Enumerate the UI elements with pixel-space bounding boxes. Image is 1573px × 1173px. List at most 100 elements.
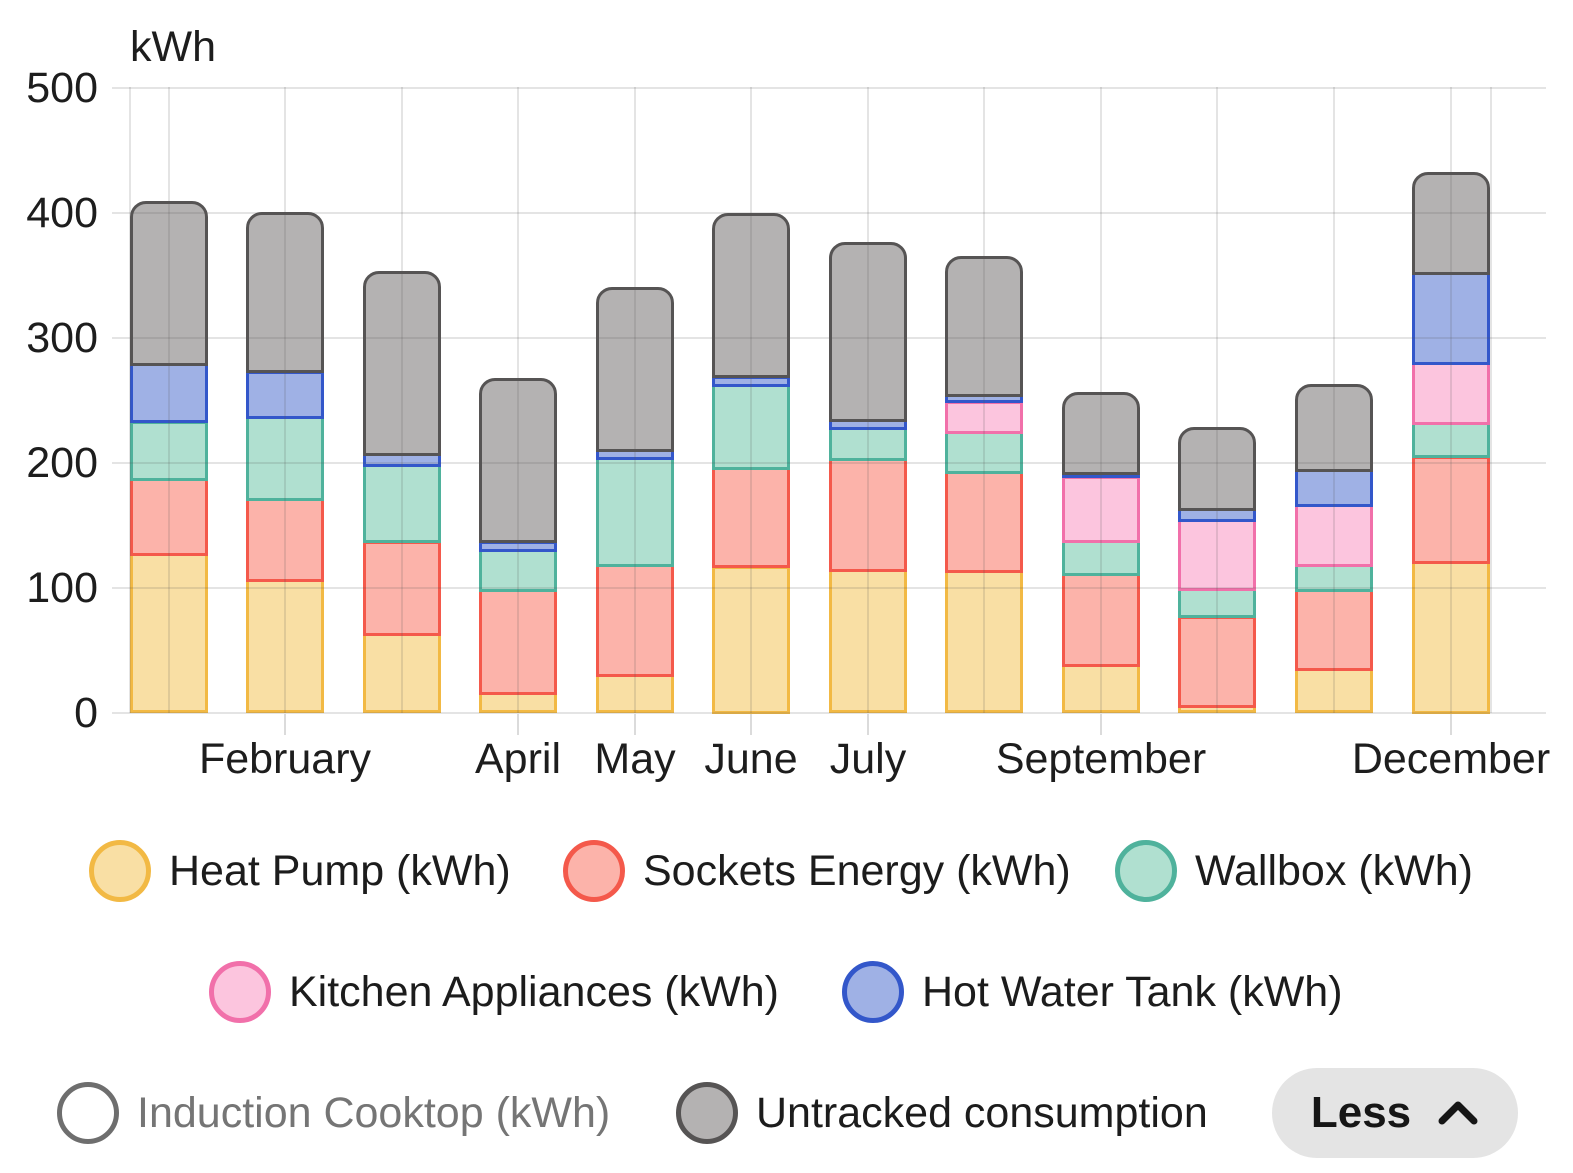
bar-november-heat_pump[interactable]	[1295, 668, 1373, 713]
legend-label: Hot Water Tank (kWh)	[922, 968, 1343, 1016]
bar-october-untracked[interactable]	[1178, 427, 1256, 511]
bar-november-hot_water[interactable]	[1295, 469, 1373, 507]
legend-item-untracked[interactable]: Untracked consumption	[676, 1082, 1208, 1144]
y-axis-tick-label-400: 400	[26, 189, 98, 237]
bar-november-wallbox[interactable]	[1295, 564, 1373, 592]
legend-row-1: Heat Pump (kWh) Sockets Energy (kWh) Wallb…	[0, 840, 1573, 902]
bar-june-untracked[interactable]	[712, 213, 790, 378]
x-axis-tick-february	[284, 714, 286, 735]
bar-may-sockets[interactable]	[596, 564, 674, 677]
bar-june-wallbox[interactable]	[712, 383, 790, 470]
bar-december-kitchen[interactable]	[1412, 362, 1490, 425]
bar-april-sockets[interactable]	[479, 589, 557, 695]
legend-label: Induction Cooktop (kWh)	[137, 1089, 611, 1137]
legend-label: Untracked consumption	[756, 1089, 1208, 1137]
gridline-y-400	[112, 212, 1546, 214]
y-axis-tick-label-200: 200	[26, 439, 98, 487]
bar-july-sockets[interactable]	[829, 458, 907, 572]
x-axis-tick-june	[750, 714, 752, 735]
bar-december-untracked[interactable]	[1412, 172, 1490, 275]
legend-item-kitchen[interactable]: Kitchen Appliances (kWh)	[209, 961, 779, 1023]
bar-april-wallbox[interactable]	[479, 548, 557, 592]
bar-may-heat_pump[interactable]	[596, 674, 674, 713]
legend-collapse-label: Less	[1310, 1088, 1412, 1137]
bar-march-heat_pump[interactable]	[363, 632, 441, 713]
bar-november-kitchen[interactable]	[1295, 504, 1373, 567]
legend-label: Sockets Energy (kWh)	[643, 847, 1071, 895]
bar-july-wallbox[interactable]	[829, 427, 907, 461]
bar-october-wallbox[interactable]	[1178, 588, 1256, 618]
bar-january-wallbox[interactable]	[130, 421, 208, 481]
legend-item-induction[interactable]: Induction Cooktop (kWh)	[57, 1082, 610, 1144]
x-axis-label-december: December	[1351, 735, 1551, 783]
heat-pump-swatch-icon	[89, 840, 151, 902]
bar-september-kitchen[interactable]	[1062, 476, 1140, 543]
chevron-up-icon	[1438, 1101, 1478, 1125]
x-axis-tick-september	[1100, 714, 1102, 735]
bar-august-sockets[interactable]	[945, 471, 1023, 573]
bar-november-sockets[interactable]	[1295, 589, 1373, 671]
bar-april-untracked[interactable]	[479, 378, 557, 543]
bar-october-kitchen[interactable]	[1178, 519, 1256, 591]
x-axis-label-june: June	[704, 735, 798, 783]
bar-december-hot_water[interactable]	[1412, 272, 1490, 365]
y-axis-unit-label: kWh	[130, 23, 216, 71]
x-axis-tick-july	[867, 714, 869, 735]
bar-march-sockets[interactable]	[363, 541, 441, 636]
bar-august-heat_pump[interactable]	[945, 569, 1023, 713]
bar-august-kitchen[interactable]	[945, 401, 1023, 434]
legend-item-hot-water[interactable]: Hot Water Tank (kWh)	[842, 961, 1343, 1023]
bar-september-untracked[interactable]	[1062, 392, 1140, 475]
bar-december-heat_pump[interactable]	[1412, 561, 1490, 714]
bar-october-sockets[interactable]	[1178, 616, 1256, 708]
bar-february-heat_pump[interactable]	[246, 579, 324, 713]
bar-february-hot_water[interactable]	[246, 371, 324, 419]
bar-march-untracked[interactable]	[363, 271, 441, 456]
hot-water-swatch-icon	[842, 961, 904, 1023]
bar-june-heat_pump[interactable]	[712, 566, 790, 714]
bar-september-heat_pump[interactable]	[1062, 664, 1140, 713]
bar-february-wallbox[interactable]	[246, 416, 324, 501]
bar-january-sockets[interactable]	[130, 477, 208, 556]
bar-november-untracked[interactable]	[1295, 384, 1373, 472]
bar-march-wallbox[interactable]	[363, 464, 441, 543]
legend-row-2: Kitchen Appliances (kWh) Hot Water Tank (…	[0, 961, 1573, 1023]
wallbox-swatch-icon	[1115, 840, 1177, 902]
bar-february-sockets[interactable]	[246, 497, 324, 582]
x-axis-label-february: February	[198, 735, 372, 783]
bar-april-heat_pump[interactable]	[479, 692, 557, 713]
bar-july-heat_pump[interactable]	[829, 569, 907, 713]
legend-label: Kitchen Appliances (kWh)	[289, 968, 779, 1016]
bar-january-heat_pump[interactable]	[130, 553, 208, 713]
legend-label: Heat Pump (kWh)	[169, 847, 511, 895]
bar-may-untracked[interactable]	[596, 287, 674, 452]
x-axis-label-july: July	[829, 735, 907, 783]
bar-june-sockets[interactable]	[712, 467, 790, 568]
x-axis-tick-april	[517, 714, 519, 735]
bar-september-sockets[interactable]	[1062, 573, 1140, 667]
sockets-swatch-icon	[563, 840, 625, 902]
legend-item-heat-pump[interactable]: Heat Pump (kWh)	[89, 840, 511, 902]
y-axis-tick-label-500: 500	[26, 64, 98, 112]
bar-may-wallbox[interactable]	[596, 457, 674, 567]
legend-collapse-button[interactable]: Less	[1272, 1068, 1518, 1158]
legend-item-wallbox[interactable]: Wallbox (kWh)	[1115, 840, 1473, 902]
y-axis-tick-label-0: 0	[74, 689, 98, 737]
bar-january-hot_water[interactable]	[130, 362, 208, 423]
bar-september-wallbox[interactable]	[1062, 539, 1140, 576]
kitchen-swatch-icon	[209, 961, 271, 1023]
untracked-swatch-icon	[676, 1082, 738, 1144]
gridline-plot-right-edge	[1490, 87, 1492, 713]
y-axis-tick-label-100: 100	[26, 564, 98, 612]
bar-august-wallbox[interactable]	[945, 431, 1023, 474]
bar-december-sockets[interactable]	[1412, 456, 1490, 564]
x-axis-label-may: May	[594, 735, 676, 783]
bar-august-untracked[interactable]	[945, 256, 1023, 397]
bar-july-untracked[interactable]	[829, 242, 907, 422]
bar-december-wallbox[interactable]	[1412, 422, 1490, 458]
bar-february-untracked[interactable]	[246, 212, 324, 373]
legend-label: Wallbox (kWh)	[1195, 847, 1473, 895]
bar-january-untracked[interactable]	[130, 201, 208, 366]
legend-item-sockets[interactable]: Sockets Energy (kWh)	[563, 840, 1071, 902]
